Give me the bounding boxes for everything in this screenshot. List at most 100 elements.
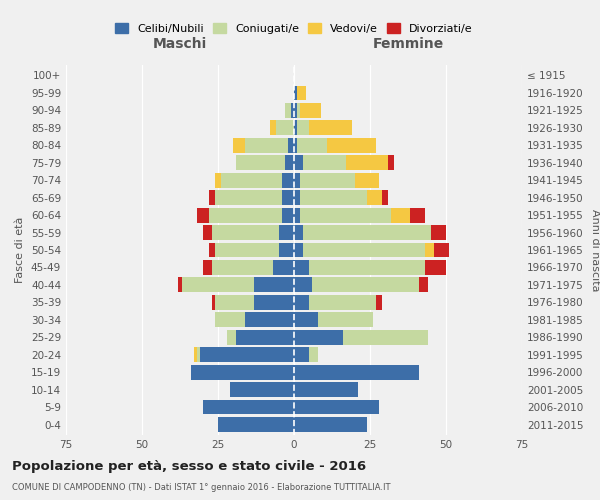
Bar [309, 260, 425, 275]
Bar [200, 348, 294, 362]
Bar [300, 208, 391, 222]
Bar [233, 138, 245, 152]
Bar [203, 400, 294, 414]
Bar [236, 330, 294, 344]
Bar [215, 295, 254, 310]
Bar [319, 312, 373, 327]
Bar [376, 295, 382, 310]
Bar [194, 348, 197, 362]
Bar [209, 242, 215, 258]
Bar [303, 242, 425, 258]
Bar [410, 208, 425, 222]
Bar [434, 242, 449, 258]
Bar [297, 138, 328, 152]
Bar [312, 278, 419, 292]
Bar [212, 295, 215, 310]
Bar [191, 365, 294, 380]
Bar [294, 312, 319, 327]
Bar [294, 173, 300, 188]
Text: Femmine: Femmine [373, 37, 443, 51]
Bar [273, 260, 294, 275]
Text: Popolazione per età, sesso e stato civile - 2016: Popolazione per età, sesso e stato civil… [12, 460, 366, 473]
Y-axis label: Anni di nascita: Anni di nascita [590, 209, 600, 291]
Y-axis label: Fasce di età: Fasce di età [16, 217, 25, 283]
Bar [282, 173, 294, 188]
Bar [294, 208, 300, 222]
Text: Maschi: Maschi [153, 37, 207, 51]
Bar [294, 365, 419, 380]
Bar [215, 242, 279, 258]
Bar [254, 278, 294, 292]
Bar [221, 173, 282, 188]
Bar [209, 208, 282, 222]
Bar [282, 208, 294, 222]
Bar [382, 190, 388, 205]
Bar [197, 208, 209, 222]
Bar [300, 173, 355, 188]
Bar [279, 242, 294, 258]
Bar [279, 225, 294, 240]
Legend: Celibi/Nubili, Coniugati/e, Vedovi/e, Divorziati/e: Celibi/Nubili, Coniugati/e, Vedovi/e, Di… [111, 19, 477, 38]
Bar [197, 348, 200, 362]
Bar [285, 103, 291, 118]
Bar [227, 330, 236, 344]
Bar [297, 86, 306, 100]
Bar [254, 295, 294, 310]
Bar [294, 225, 303, 240]
Bar [294, 382, 358, 397]
Bar [269, 120, 276, 135]
Bar [294, 417, 367, 432]
Bar [294, 348, 309, 362]
Bar [218, 417, 294, 432]
Bar [294, 138, 297, 152]
Bar [294, 103, 297, 118]
Bar [215, 173, 221, 188]
Bar [355, 173, 379, 188]
Bar [294, 242, 303, 258]
Bar [209, 190, 215, 205]
Bar [182, 278, 254, 292]
Bar [245, 312, 294, 327]
Bar [294, 86, 297, 100]
Bar [309, 120, 352, 135]
Bar [346, 156, 388, 170]
Bar [285, 156, 294, 170]
Bar [178, 278, 182, 292]
Bar [297, 103, 300, 118]
Bar [276, 120, 294, 135]
Bar [300, 103, 322, 118]
Bar [282, 190, 294, 205]
Bar [215, 312, 245, 327]
Bar [309, 295, 376, 310]
Bar [230, 382, 294, 397]
Bar [294, 260, 309, 275]
Bar [419, 278, 428, 292]
Bar [294, 120, 297, 135]
Bar [291, 103, 294, 118]
Bar [300, 190, 367, 205]
Bar [288, 138, 294, 152]
Bar [294, 190, 300, 205]
Bar [303, 225, 431, 240]
Bar [215, 190, 282, 205]
Bar [203, 260, 212, 275]
Bar [391, 208, 410, 222]
Bar [367, 190, 382, 205]
Bar [203, 225, 212, 240]
Bar [425, 242, 434, 258]
Bar [328, 138, 376, 152]
Text: COMUNE DI CAMPODENNO (TN) - Dati ISTAT 1° gennaio 2016 - Elaborazione TUTTITALIA: COMUNE DI CAMPODENNO (TN) - Dati ISTAT 1… [12, 482, 391, 492]
Bar [425, 260, 446, 275]
Bar [212, 260, 273, 275]
Bar [309, 348, 319, 362]
Bar [297, 120, 309, 135]
Bar [294, 156, 303, 170]
Bar [294, 400, 379, 414]
Bar [294, 330, 343, 344]
Bar [431, 225, 446, 240]
Bar [388, 156, 394, 170]
Bar [343, 330, 428, 344]
Bar [212, 225, 279, 240]
Bar [245, 138, 288, 152]
Bar [294, 295, 309, 310]
